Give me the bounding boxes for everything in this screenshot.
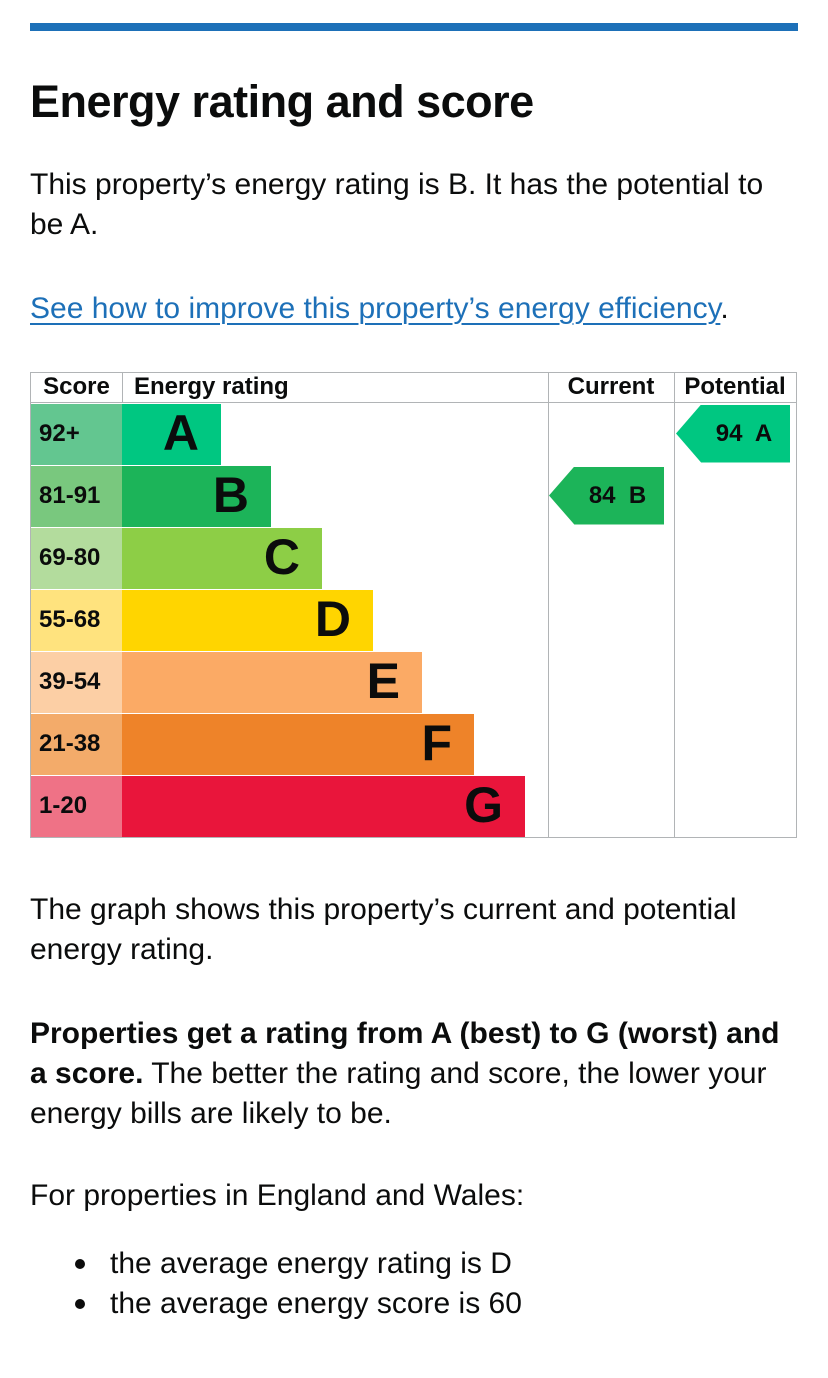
rating-band-e: E xyxy=(122,650,422,713)
rating-band-g: G xyxy=(122,774,525,837)
epc-band-row-c: 69-80 C xyxy=(31,526,674,589)
band-letter-a: A xyxy=(162,404,199,461)
header-potential: Potential xyxy=(684,372,786,400)
score-range-a: 92+ xyxy=(31,402,122,465)
potential-rating-arrow-label: 94 A xyxy=(715,419,773,447)
improve-link-line: See how to improve this property’s energ… xyxy=(30,289,798,329)
list-item-average-score: the average energy score is 60 xyxy=(30,1284,798,1324)
rating-band-c: C xyxy=(122,526,322,589)
epc-band-row-d: 55-68 D xyxy=(31,588,674,651)
score-range-e: 39-54 xyxy=(31,650,122,713)
link-suffix-period: . xyxy=(720,291,729,325)
band-letter-d: D xyxy=(314,590,351,647)
list-item-text: the average energy rating is D xyxy=(110,1246,512,1280)
potential-rating-arrow: 94 A xyxy=(676,404,790,463)
intro-paragraph: This property’s energy rating is B. It h… xyxy=(30,167,764,241)
header-energy-rating: Energy rating xyxy=(134,372,289,400)
rating-explainer: Properties get a rating from A (best) to… xyxy=(30,1014,798,1134)
rating-band-f: F xyxy=(122,712,474,775)
current-rating-arrow-label: 84 B xyxy=(588,481,647,509)
epc-band-row-f: 21-38 F xyxy=(31,712,674,775)
epc-band-row-g: 1-20 G xyxy=(31,774,674,837)
page-title: Energy rating and score xyxy=(30,76,534,127)
rating-explainer-rest: The better the rating and score, the low… xyxy=(30,1056,767,1130)
epc-band-row-a: 92+ A xyxy=(31,402,674,465)
improve-efficiency-link[interactable]: See how to improve this property’s energ… xyxy=(30,291,721,325)
region-heading: For properties in England and Wales: xyxy=(30,1178,525,1212)
score-range-c: 69-80 xyxy=(31,526,122,589)
band-letter-g: G xyxy=(464,776,503,833)
epc-band-row-e: 39-54 E xyxy=(31,650,674,713)
header-current: Current xyxy=(567,372,655,400)
column-divider-current xyxy=(548,372,549,837)
section-accent-bar xyxy=(30,23,798,31)
average-facts-list: the average energy rating is D the avera… xyxy=(30,1244,798,1324)
bullet-icon xyxy=(75,1298,85,1309)
graph-caption: The graph shows this property’s current … xyxy=(30,892,737,966)
rating-explainer-bold: Properties get a rating from A (best) to… xyxy=(30,1016,780,1090)
band-letter-e: E xyxy=(366,652,400,709)
current-rating-arrow: 84 B xyxy=(549,466,664,525)
list-item-average-rating: the average energy rating is D xyxy=(30,1244,798,1284)
list-item-text: the average energy score is 60 xyxy=(110,1286,522,1320)
score-range-d: 55-68 xyxy=(31,588,122,651)
band-letter-b: B xyxy=(212,466,249,523)
band-letter-f: F xyxy=(421,714,452,771)
rating-band-b: B xyxy=(122,464,271,527)
energy-rating-page: Energy rating and score This property’s … xyxy=(0,23,828,1364)
score-range-b: 81-91 xyxy=(31,464,122,527)
epc-rows: 92+ A 81-91 B 69-80 C 55-68 D 39-54 E 21-38 F 1-20 G xyxy=(31,402,674,837)
column-divider-potential xyxy=(674,372,675,837)
rating-band-d: D xyxy=(122,588,373,651)
score-range-f: 21-38 xyxy=(31,712,122,775)
epc-band-row-b: 81-91 B xyxy=(31,464,674,527)
epc-header-row: Score Energy rating Current Potential xyxy=(31,373,796,403)
bullet-icon xyxy=(75,1258,85,1269)
band-letter-c: C xyxy=(263,528,300,585)
epc-rating-graph: Score Energy rating Current Potential 92… xyxy=(30,371,797,838)
score-range-g: 1-20 xyxy=(31,774,122,837)
header-score: Score xyxy=(43,372,110,400)
rating-band-a: A xyxy=(122,402,221,465)
